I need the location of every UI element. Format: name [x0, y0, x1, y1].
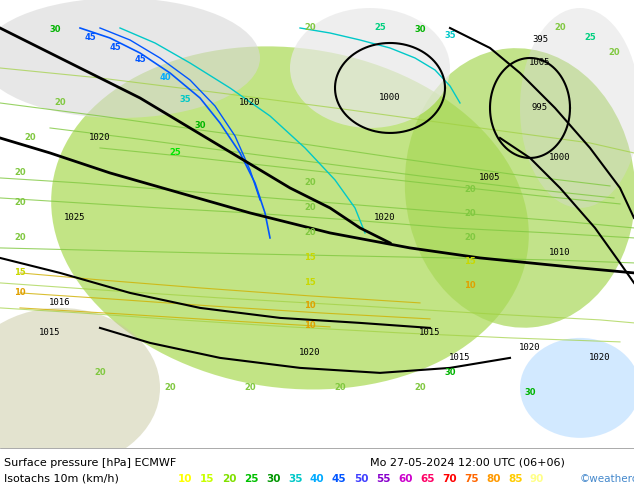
Text: 40: 40 — [310, 474, 325, 484]
Text: 20: 20 — [464, 185, 476, 195]
Text: 70: 70 — [442, 474, 456, 484]
Text: 35: 35 — [444, 31, 456, 41]
Text: 20: 20 — [414, 383, 426, 392]
Text: 1020: 1020 — [89, 133, 111, 143]
Ellipse shape — [0, 0, 260, 118]
Text: 30: 30 — [524, 389, 536, 397]
Ellipse shape — [404, 48, 634, 328]
Text: 10: 10 — [14, 289, 26, 297]
Text: 30: 30 — [266, 474, 280, 484]
Text: 20: 20 — [24, 133, 36, 143]
Text: 1015: 1015 — [419, 328, 441, 338]
Text: 1000: 1000 — [379, 94, 401, 102]
Text: 20: 20 — [554, 24, 566, 32]
Text: 1025: 1025 — [64, 214, 86, 222]
Text: 20: 20 — [608, 49, 620, 57]
Text: 20: 20 — [14, 169, 26, 177]
Text: 30: 30 — [444, 368, 456, 377]
Ellipse shape — [51, 47, 529, 390]
Text: 20: 20 — [164, 383, 176, 392]
Text: 1016: 1016 — [49, 298, 71, 307]
Text: 395: 395 — [532, 35, 548, 45]
Text: 85: 85 — [508, 474, 522, 484]
Text: 30: 30 — [194, 122, 206, 130]
Text: ©weatheronline.co.uk: ©weatheronline.co.uk — [580, 474, 634, 484]
Text: 45: 45 — [332, 474, 347, 484]
Text: 1020: 1020 — [519, 343, 541, 352]
Text: 30: 30 — [414, 25, 426, 34]
Text: Isotachs 10m (km/h): Isotachs 10m (km/h) — [4, 474, 119, 484]
Text: 20: 20 — [14, 233, 26, 243]
Text: 15: 15 — [200, 474, 214, 484]
Text: 20: 20 — [14, 198, 26, 207]
Text: 10: 10 — [464, 281, 476, 291]
Text: 20: 20 — [304, 178, 316, 188]
Text: 10: 10 — [304, 321, 316, 330]
Ellipse shape — [520, 338, 634, 438]
Text: 20: 20 — [464, 209, 476, 219]
Text: 25: 25 — [584, 33, 596, 43]
Text: 20: 20 — [222, 474, 236, 484]
Text: 80: 80 — [486, 474, 500, 484]
Text: 1015: 1015 — [39, 328, 61, 338]
Text: 1005: 1005 — [529, 58, 551, 68]
Text: 35: 35 — [179, 96, 191, 104]
Text: 15: 15 — [14, 269, 26, 277]
Text: 45: 45 — [84, 33, 96, 43]
Text: 65: 65 — [420, 474, 434, 484]
Text: 1015: 1015 — [450, 353, 471, 363]
Text: 50: 50 — [354, 474, 368, 484]
Ellipse shape — [0, 308, 160, 468]
Text: 20: 20 — [464, 233, 476, 243]
Text: 25: 25 — [374, 24, 386, 32]
Text: 1020: 1020 — [239, 98, 261, 107]
Text: 20: 20 — [304, 203, 316, 213]
Text: 1020: 1020 — [299, 348, 321, 357]
Text: 10: 10 — [304, 301, 316, 310]
Text: Surface pressure [hPa] ECMWF: Surface pressure [hPa] ECMWF — [4, 458, 176, 468]
Text: 25: 25 — [169, 148, 181, 157]
Text: 25: 25 — [244, 474, 259, 484]
Text: 15: 15 — [304, 253, 316, 263]
Text: 45: 45 — [109, 44, 121, 52]
Text: Mo 27-05-2024 12:00 UTC (06+06): Mo 27-05-2024 12:00 UTC (06+06) — [370, 458, 565, 468]
Text: 20: 20 — [304, 24, 316, 32]
Text: 995: 995 — [532, 103, 548, 113]
Text: 20: 20 — [334, 383, 346, 392]
Ellipse shape — [520, 8, 634, 208]
Text: 1010: 1010 — [549, 248, 571, 257]
Text: 1020: 1020 — [589, 353, 611, 363]
Text: 1020: 1020 — [374, 214, 396, 222]
Text: 15: 15 — [304, 278, 316, 288]
Text: 20: 20 — [304, 228, 316, 238]
Text: 20: 20 — [244, 383, 256, 392]
Text: 75: 75 — [464, 474, 479, 484]
Ellipse shape — [290, 8, 450, 128]
Text: 15: 15 — [464, 257, 476, 267]
Text: 40: 40 — [159, 74, 171, 82]
Text: 35: 35 — [288, 474, 302, 484]
Text: 1005: 1005 — [479, 173, 501, 182]
Text: 20: 20 — [54, 98, 66, 107]
Text: 30: 30 — [49, 25, 61, 34]
Text: 55: 55 — [376, 474, 391, 484]
Text: 45: 45 — [134, 55, 146, 65]
Text: 90: 90 — [530, 474, 545, 484]
Text: 10: 10 — [178, 474, 193, 484]
Text: 1000: 1000 — [549, 153, 571, 163]
Text: 60: 60 — [398, 474, 413, 484]
Text: 20: 20 — [94, 368, 106, 377]
